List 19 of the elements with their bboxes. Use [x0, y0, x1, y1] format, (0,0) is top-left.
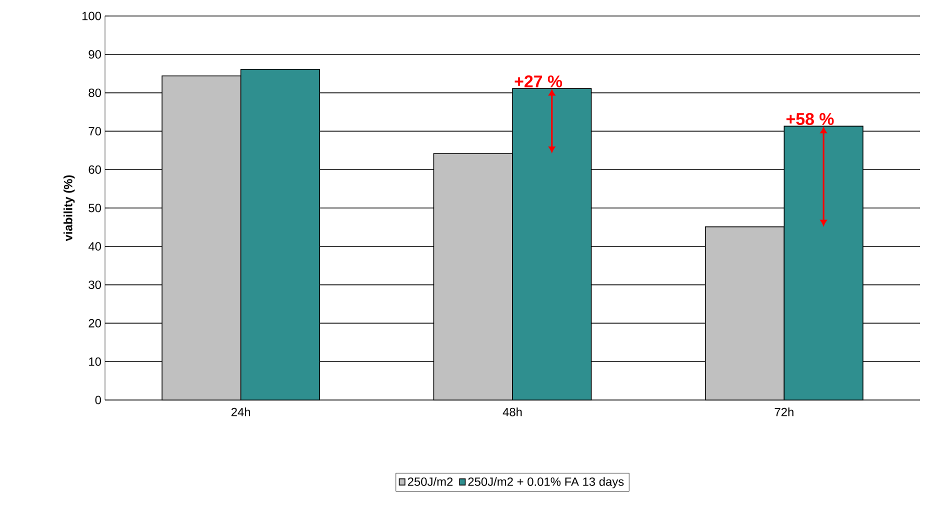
legend-label: 250J/m2 [408, 477, 453, 486]
y-tick-label: 0 [95, 396, 102, 404]
x-tick-label: 72h [774, 408, 794, 416]
y-tick-label: 40 [88, 242, 102, 251]
x-tick-label: 24h [231, 408, 250, 416]
y-tick-label: 60 [88, 165, 102, 174]
y-tick-label: 10 [89, 357, 102, 366]
y-tick-label: 70 [88, 126, 102, 136]
annotation: +27 % [514, 75, 562, 88]
y-tick-label: 100 [82, 12, 102, 20]
y-tick-label: 50 [88, 204, 102, 212]
y-tick-label: 80 [88, 88, 102, 98]
y-axis-title: viability (%) [64, 175, 75, 242]
legend-label: 250J/m2 + 0.01% FA 13 days [468, 477, 624, 488]
y-tick-label: 20 [88, 318, 102, 328]
y-tick-label: 30 [88, 280, 102, 290]
annotation: +58 % [786, 113, 834, 126]
y-tick-label: 90 [88, 50, 102, 59]
x-tick-label: 48h [502, 408, 522, 416]
